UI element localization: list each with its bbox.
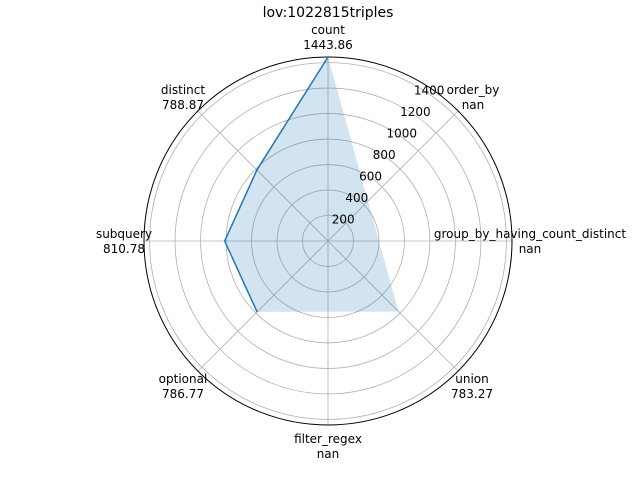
series-area <box>224 57 399 312</box>
axis-name: union <box>455 372 489 386</box>
spoke-distinct <box>197 110 329 242</box>
spoke-union <box>327 240 459 372</box>
spoke-order_by <box>327 110 459 242</box>
series-line <box>223 56 329 313</box>
grid-ring-400 <box>276 189 380 293</box>
axis-value-label: nan <box>519 242 542 256</box>
axis-value-label: 810.78 <box>103 242 145 256</box>
grid-ring-1400 <box>149 62 507 420</box>
chart-title: lov:1022815triples <box>263 5 394 21</box>
axis-name: group_by_having_count_distinct <box>434 227 626 241</box>
radial-tick-400: 400 <box>345 191 368 205</box>
axis-value-label: nan <box>462 98 485 112</box>
radial-tick-1000: 1000 <box>386 127 417 141</box>
axis-value-label: 786.77 <box>162 387 204 401</box>
axis-name: order_by <box>447 83 500 97</box>
grid-ring-1000 <box>200 113 456 369</box>
grid-ring-200 <box>302 215 354 267</box>
radial-tick-labels: 200 400 600 800 1000 1200 1400 <box>332 84 445 227</box>
radial-tick-800: 800 <box>373 148 396 162</box>
axis-name: filter_regex <box>294 432 362 446</box>
axis-value-label: 1443.86 <box>303 38 353 52</box>
radial-tick-1200: 1200 <box>400 105 431 119</box>
axis-name: optional <box>159 372 208 386</box>
axis-value-label: 783.27 <box>451 387 493 401</box>
series-fill-layer <box>224 57 399 312</box>
grid-ring-1200 <box>174 87 482 395</box>
axis-name: subquery <box>96 227 152 241</box>
axis-name: distinct <box>161 83 205 97</box>
radial-tick-1400: 1400 <box>414 84 445 98</box>
spoke-optional <box>197 240 329 372</box>
axis-name: count <box>311 23 345 37</box>
axis-value-label: 788.87 <box>162 98 204 112</box>
grid-ring-800 <box>225 138 431 344</box>
grid-ring-600 <box>251 164 405 318</box>
axis-labels: count1443.86order_bynangroup_by_having_c… <box>96 23 626 461</box>
series-line-layer <box>223 56 399 313</box>
radial-tick-600: 600 <box>359 170 382 184</box>
axis-value-label: nan <box>317 447 340 461</box>
radial-tick-200: 200 <box>332 213 355 227</box>
